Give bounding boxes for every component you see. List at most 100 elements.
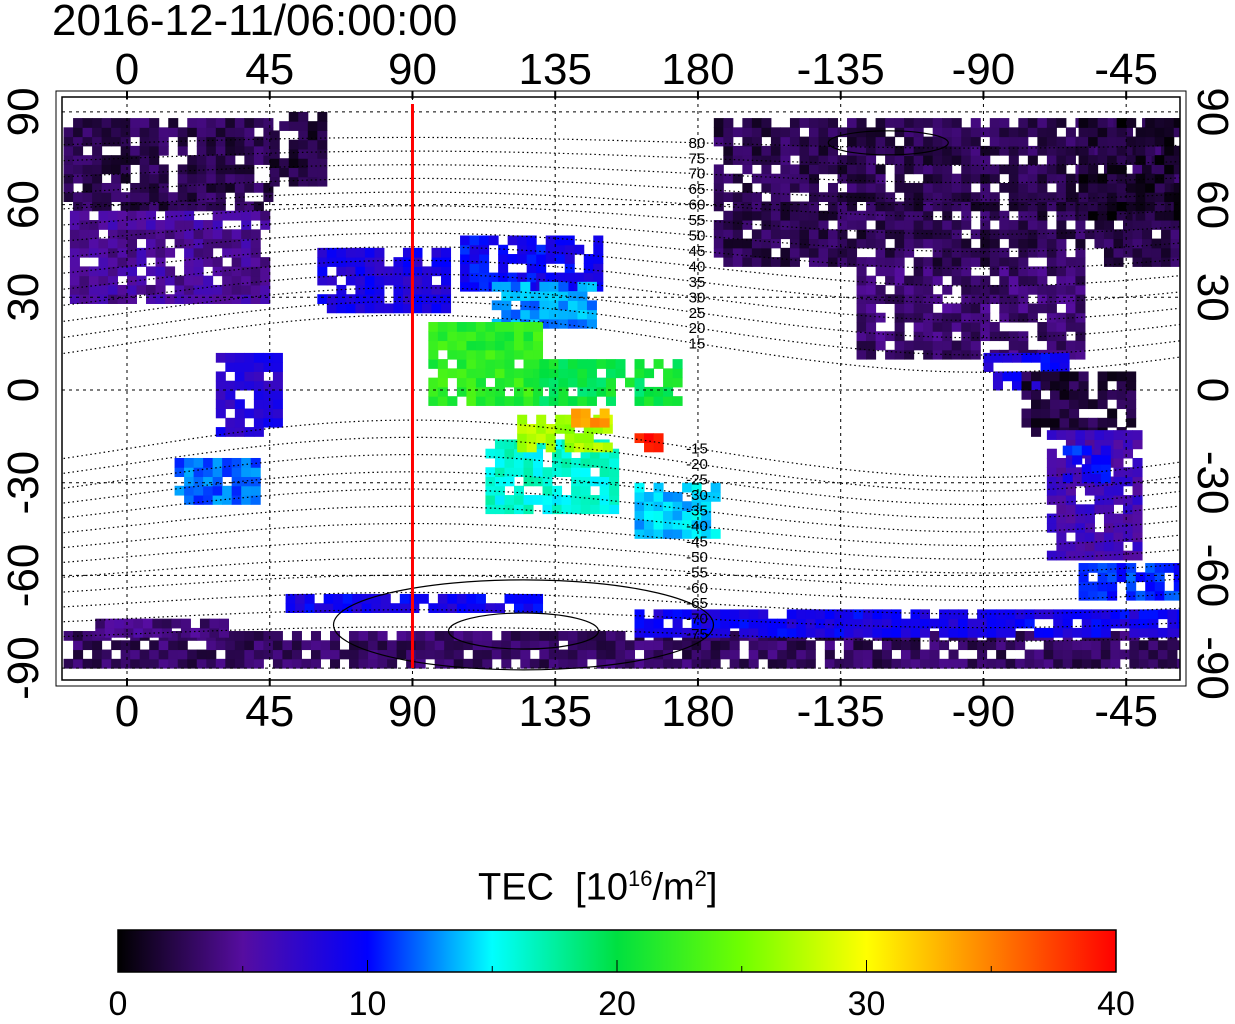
contour-line [63,177,1180,201]
contour-label: 25 [689,305,706,322]
right-lat-tick-label: 90 [1188,87,1235,136]
colorbar-title: TEC [1016/m2] [478,866,717,910]
right-lat-tick-label: 30 [1188,273,1235,322]
contour-line [63,488,1180,533]
tec-patch [539,359,683,406]
tec-patch [174,457,261,505]
plot-frame [61,96,1181,681]
left-lat-tick-label: 30 [0,273,48,322]
tec-patch [491,281,597,329]
contour-line [63,136,1180,149]
tec-patch [856,266,1086,360]
colorbar-tick-label: 30 [847,985,886,1023]
contour-line [63,505,1180,547]
tec-patch [713,118,1180,267]
tec-patch [634,609,1180,638]
tec-patch [1062,445,1111,484]
left-lat-tick-label: 60 [0,180,48,229]
contour-line [63,591,1180,615]
right-lat-tick-label: -60 [1188,544,1235,608]
contour-label: 30 [689,289,706,306]
contour-line [63,471,1180,519]
top-lon-tick-label: 0 [115,45,139,94]
contour-label: 75 [689,150,706,167]
contour-line [63,314,1180,373]
contour-line [63,574,1180,601]
bottom-lon-tick-label: 45 [245,687,294,736]
tec-patch [634,482,721,539]
contour-line [63,150,1180,167]
colorbar-tick-label: 10 [348,985,387,1023]
left-lat-tick-label: 90 [0,87,48,136]
contour-label: 70 [689,166,706,183]
colorbar-unit-end: ] [706,866,718,909]
tec-patch [317,247,452,314]
contour-label: 45 [689,243,706,260]
right-lat-tick-label: -30 [1188,451,1235,515]
colorbar-unit-base: [10 [575,866,628,909]
colorbar-unit-mid: /m [652,866,695,909]
colorbar-unit-exp2: 2 [694,866,707,891]
contour-label: -55 [686,564,708,581]
left-lat-tick-label: 0 [0,378,48,402]
contour-label: -35 [686,503,708,520]
contour-line [63,609,1180,629]
contour-label: -15 [686,441,708,458]
top-lon-tick-label: 45 [245,45,294,94]
colorbar-tick-label: 40 [1097,985,1135,1023]
bottom-lon-tick-label: 0 [115,687,139,736]
colorbar-unit-exp: 16 [627,866,653,891]
bottom-lon-tick-label: 180 [661,687,734,736]
contour-line [63,522,1180,560]
top-lon-tick-label: -90 [952,45,1016,94]
contour-line [63,205,1180,235]
tec-patch [571,408,610,428]
tec-patch [69,210,271,304]
contour-line [63,626,1180,642]
top-lon-tick-label: 90 [388,45,437,94]
colorbar-gradient [117,929,1117,973]
colorbar-tick-label: 0 [108,985,128,1023]
tec-patch [63,118,274,212]
tec-map: 8075706560555045403530252015-15-20-25-30… [0,45,1235,736]
map-timestamp-title: 2016-12-11/06:00:00 [52,0,458,45]
contour-line [63,540,1180,574]
contour-label: -45 [686,533,708,550]
contour-label: -25 [686,472,708,489]
contour-label: 55 [689,212,706,229]
contour-label: 60 [689,197,706,214]
left-lat-tick-label: -60 [0,544,48,608]
contour-line [332,579,715,671]
contour-label: -75 [686,626,708,643]
tec-patch [63,631,1180,669]
right-lat-tick-label: 0 [1188,378,1235,402]
tec-patch [95,618,230,638]
contour-label: -40 [686,518,708,535]
contour-line [63,259,1180,304]
bottom-lon-tick-label: 90 [388,687,437,736]
contour-line [827,130,949,156]
top-lon-tick-label: 180 [661,45,734,94]
contour-line [63,453,1180,506]
left-lat-tick-label: -30 [0,451,48,515]
contour-label: -65 [686,595,708,612]
right-lat-tick-label: -90 [1188,636,1235,700]
contour-label: 35 [689,274,706,291]
tec-patch [1046,430,1143,561]
contour-line [63,246,1180,287]
contour-line [63,232,1180,270]
tec-patch [1078,563,1180,601]
right-lat-tick-label: 60 [1188,180,1235,229]
colorbar-label: TEC [478,866,554,909]
contour-label: 50 [689,228,706,245]
tec-patch [428,322,544,406]
contour-label: 40 [689,258,706,275]
contour-label: 20 [689,320,706,337]
contour-label: 65 [689,181,706,198]
top-lon-tick-label: 135 [519,45,592,94]
bottom-lon-tick-label: -135 [797,687,885,736]
contour-label: 15 [689,336,706,353]
tec-patch [215,352,283,437]
contour-line [63,191,1180,218]
contour-label: -20 [686,456,708,473]
